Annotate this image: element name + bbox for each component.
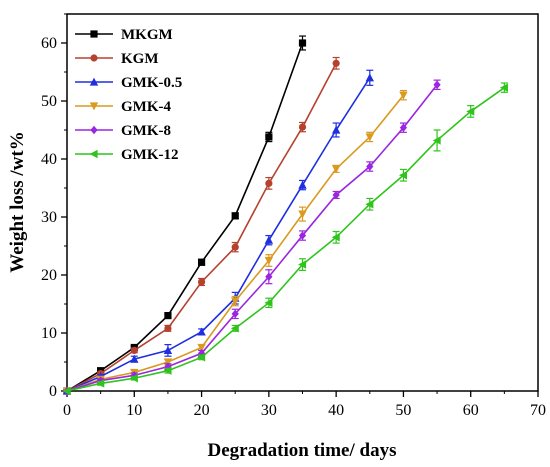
- data-point: [163, 358, 173, 367]
- x-tick-label: 0: [63, 402, 71, 419]
- series-line: [66, 77, 371, 392]
- data-point: [466, 107, 475, 116]
- data-point: [298, 210, 307, 219]
- legend-item-gmk-4: GMK-4: [75, 99, 171, 115]
- data-point: [197, 278, 206, 286]
- series-line: [66, 84, 438, 392]
- data-point: [366, 162, 374, 171]
- y-axis-ticks: 0 10 20 30 40 50 60: [41, 13, 67, 400]
- data-point: [231, 309, 239, 319]
- x-axis-ticks: 0 10 20 30 40 50 60 70: [63, 391, 546, 419]
- series-line: [66, 42, 304, 392]
- data-point: [197, 327, 206, 336]
- legend-label: GMK-0.5: [121, 75, 182, 91]
- x-tick-label: 20: [194, 402, 210, 419]
- legend-marker: [89, 149, 98, 159]
- legend-label: GMK-4: [121, 99, 171, 115]
- data-point: [331, 125, 341, 134]
- legend-label: KGM: [121, 51, 159, 67]
- data-point: [298, 123, 307, 131]
- series-gmk-8: [63, 79, 441, 396]
- legend-marker: [90, 54, 98, 62]
- x-tick-label: 60: [463, 402, 479, 419]
- series-line: [66, 87, 505, 392]
- legend-marker: [89, 102, 99, 111]
- data-point: [163, 346, 173, 354]
- data-point: [331, 233, 340, 242]
- data-point: [298, 39, 307, 47]
- data-point: [499, 83, 508, 92]
- data-point: [197, 343, 206, 352]
- data-point: [129, 374, 138, 383]
- legend-marker: [90, 30, 98, 38]
- data-point: [96, 379, 105, 388]
- data-point: [399, 91, 408, 100]
- data-point: [163, 366, 172, 375]
- legend-item-gmk-0-5: GMK-0.5: [75, 75, 182, 91]
- legend-label: GMK-8: [121, 123, 171, 139]
- data-point: [298, 180, 307, 189]
- legend-marker: [90, 125, 98, 135]
- series-gmk-12: [62, 82, 508, 396]
- data-point: [197, 258, 206, 266]
- data-point: [264, 235, 274, 244]
- legend-item-gmk-12: GMK-12: [75, 147, 179, 163]
- legend-label: GMK-12: [121, 147, 179, 163]
- x-tick-label: 50: [395, 402, 411, 419]
- legend-label: MKGM: [121, 27, 173, 43]
- data-point: [365, 133, 374, 142]
- data-point: [332, 59, 340, 67]
- data-point: [264, 298, 273, 308]
- y-tick-label: 40: [41, 151, 57, 168]
- legend-item-gmk-8: GMK-8: [75, 123, 171, 139]
- x-tick-label: 70: [530, 402, 546, 419]
- data-point: [265, 133, 273, 141]
- data-point: [298, 231, 307, 240]
- data-point: [365, 200, 374, 209]
- y-axis-title: Weight loss /wt%: [7, 131, 28, 272]
- y-tick-label: 0: [49, 383, 57, 400]
- legend-marker: [89, 77, 99, 86]
- y-tick-label: 20: [41, 267, 57, 284]
- data-point: [399, 123, 408, 132]
- data-point: [298, 260, 307, 269]
- data-point: [365, 73, 374, 82]
- series-kgm: [63, 56, 340, 395]
- data-point: [130, 346, 138, 354]
- data-point: [399, 171, 408, 180]
- x-tick-label: 40: [328, 402, 344, 419]
- series-layer: [62, 35, 508, 396]
- x-tick-label: 30: [261, 402, 277, 419]
- data-point: [331, 165, 341, 174]
- data-point: [231, 297, 240, 306]
- y-tick-label: 60: [41, 35, 57, 52]
- series-gmk-0-5: [62, 69, 374, 395]
- data-point: [265, 179, 273, 187]
- y-tick-label: 30: [41, 209, 57, 226]
- data-point: [432, 136, 441, 145]
- data-point: [231, 243, 239, 251]
- legend: MKGM KGM GMK-0.5 GMK-4 GMK-8 GMK-12: [75, 27, 182, 163]
- x-tick-label: 10: [126, 402, 142, 419]
- y-tick-label: 50: [41, 93, 57, 110]
- x-axis-title: Degradation time/ days: [208, 440, 397, 461]
- data-point: [231, 212, 239, 220]
- data-point: [264, 256, 274, 265]
- data-point: [130, 354, 139, 363]
- y-tick-label: 10: [41, 325, 57, 342]
- data-point: [62, 386, 71, 396]
- data-point: [164, 312, 172, 320]
- legend-item-mkgm: MKGM: [75, 27, 173, 43]
- series-line: [66, 62, 337, 392]
- data-point: [230, 324, 239, 333]
- data-point: [197, 353, 206, 362]
- plot-frame: [66, 13, 539, 392]
- data-point: [164, 324, 172, 332]
- data-point: [332, 190, 340, 200]
- data-point: [433, 80, 441, 89]
- legend-item-kgm: KGM: [75, 51, 159, 67]
- data-point: [265, 272, 273, 281]
- plot-area: [66, 13, 539, 392]
